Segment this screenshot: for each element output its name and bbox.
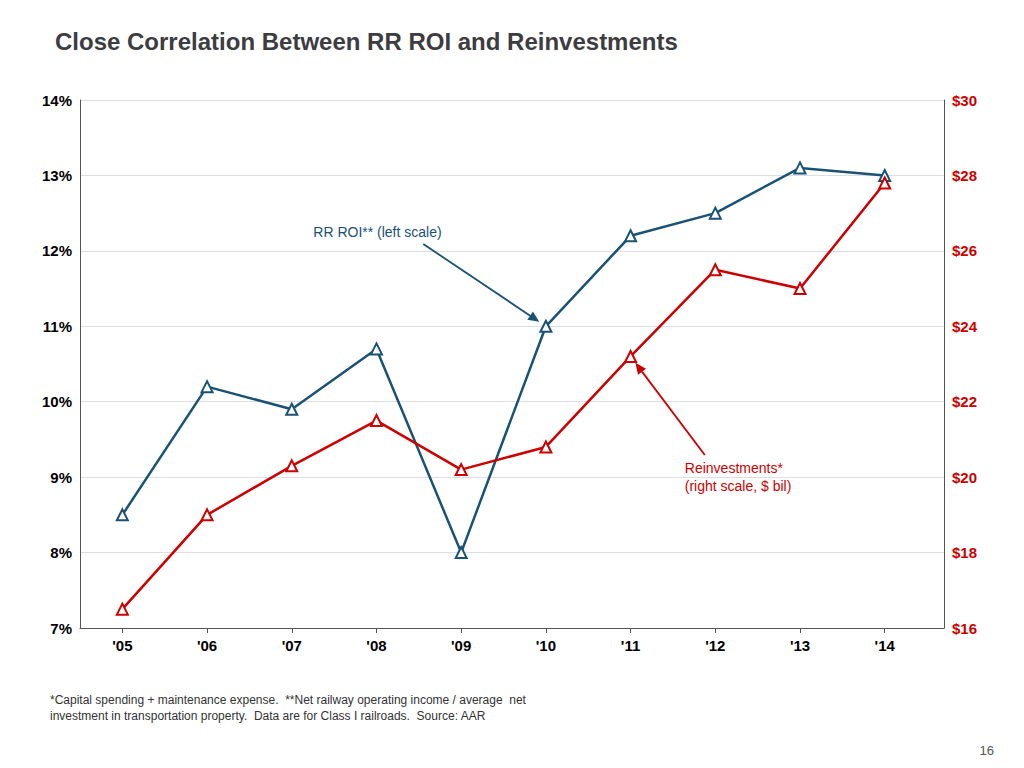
svg-text:12%: 12% (42, 242, 72, 259)
svg-text:*Capital spending + maintenanc: *Capital spending + maintenance expense.… (50, 693, 527, 707)
svg-text:'11: '11 (621, 637, 640, 654)
svg-text:investment in transportation p: investment in transportation property. D… (50, 709, 486, 723)
svg-text:$28: $28 (952, 167, 977, 184)
svg-text:$16: $16 (952, 620, 977, 637)
svg-text:Close Correlation Between RR R: Close Correlation Between RR ROI and Rei… (55, 28, 678, 55)
svg-text:7%: 7% (50, 620, 72, 637)
svg-text:Reinvestments*: Reinvestments* (685, 460, 784, 476)
svg-text:$26: $26 (952, 242, 977, 259)
svg-text:$20: $20 (952, 469, 977, 486)
svg-text:8%: 8% (50, 544, 72, 561)
svg-text:$22: $22 (952, 393, 977, 410)
svg-text:$24: $24 (952, 318, 978, 335)
svg-text:'13: '13 (790, 637, 810, 654)
svg-text:RR ROI** (left scale): RR ROI** (left scale) (313, 224, 441, 240)
svg-text:$18: $18 (952, 544, 977, 561)
svg-text:14%: 14% (42, 92, 72, 109)
svg-text:13%: 13% (42, 167, 72, 184)
svg-text:'09: '09 (451, 637, 471, 654)
svg-text:'08: '08 (366, 637, 386, 654)
svg-text:16: 16 (980, 743, 994, 758)
svg-text:'07: '07 (282, 637, 302, 654)
svg-text:$30: $30 (952, 92, 977, 109)
svg-text:'14: '14 (875, 637, 896, 654)
svg-text:'10: '10 (536, 637, 556, 654)
svg-text:'05: '05 (112, 637, 132, 654)
svg-text:'12: '12 (705, 637, 725, 654)
svg-text:11%: 11% (43, 318, 72, 335)
svg-text:(right scale, $ bil): (right scale, $ bil) (685, 478, 792, 494)
svg-text:9%: 9% (50, 469, 72, 486)
svg-text:'06: '06 (197, 637, 217, 654)
svg-text:10%: 10% (42, 393, 72, 410)
